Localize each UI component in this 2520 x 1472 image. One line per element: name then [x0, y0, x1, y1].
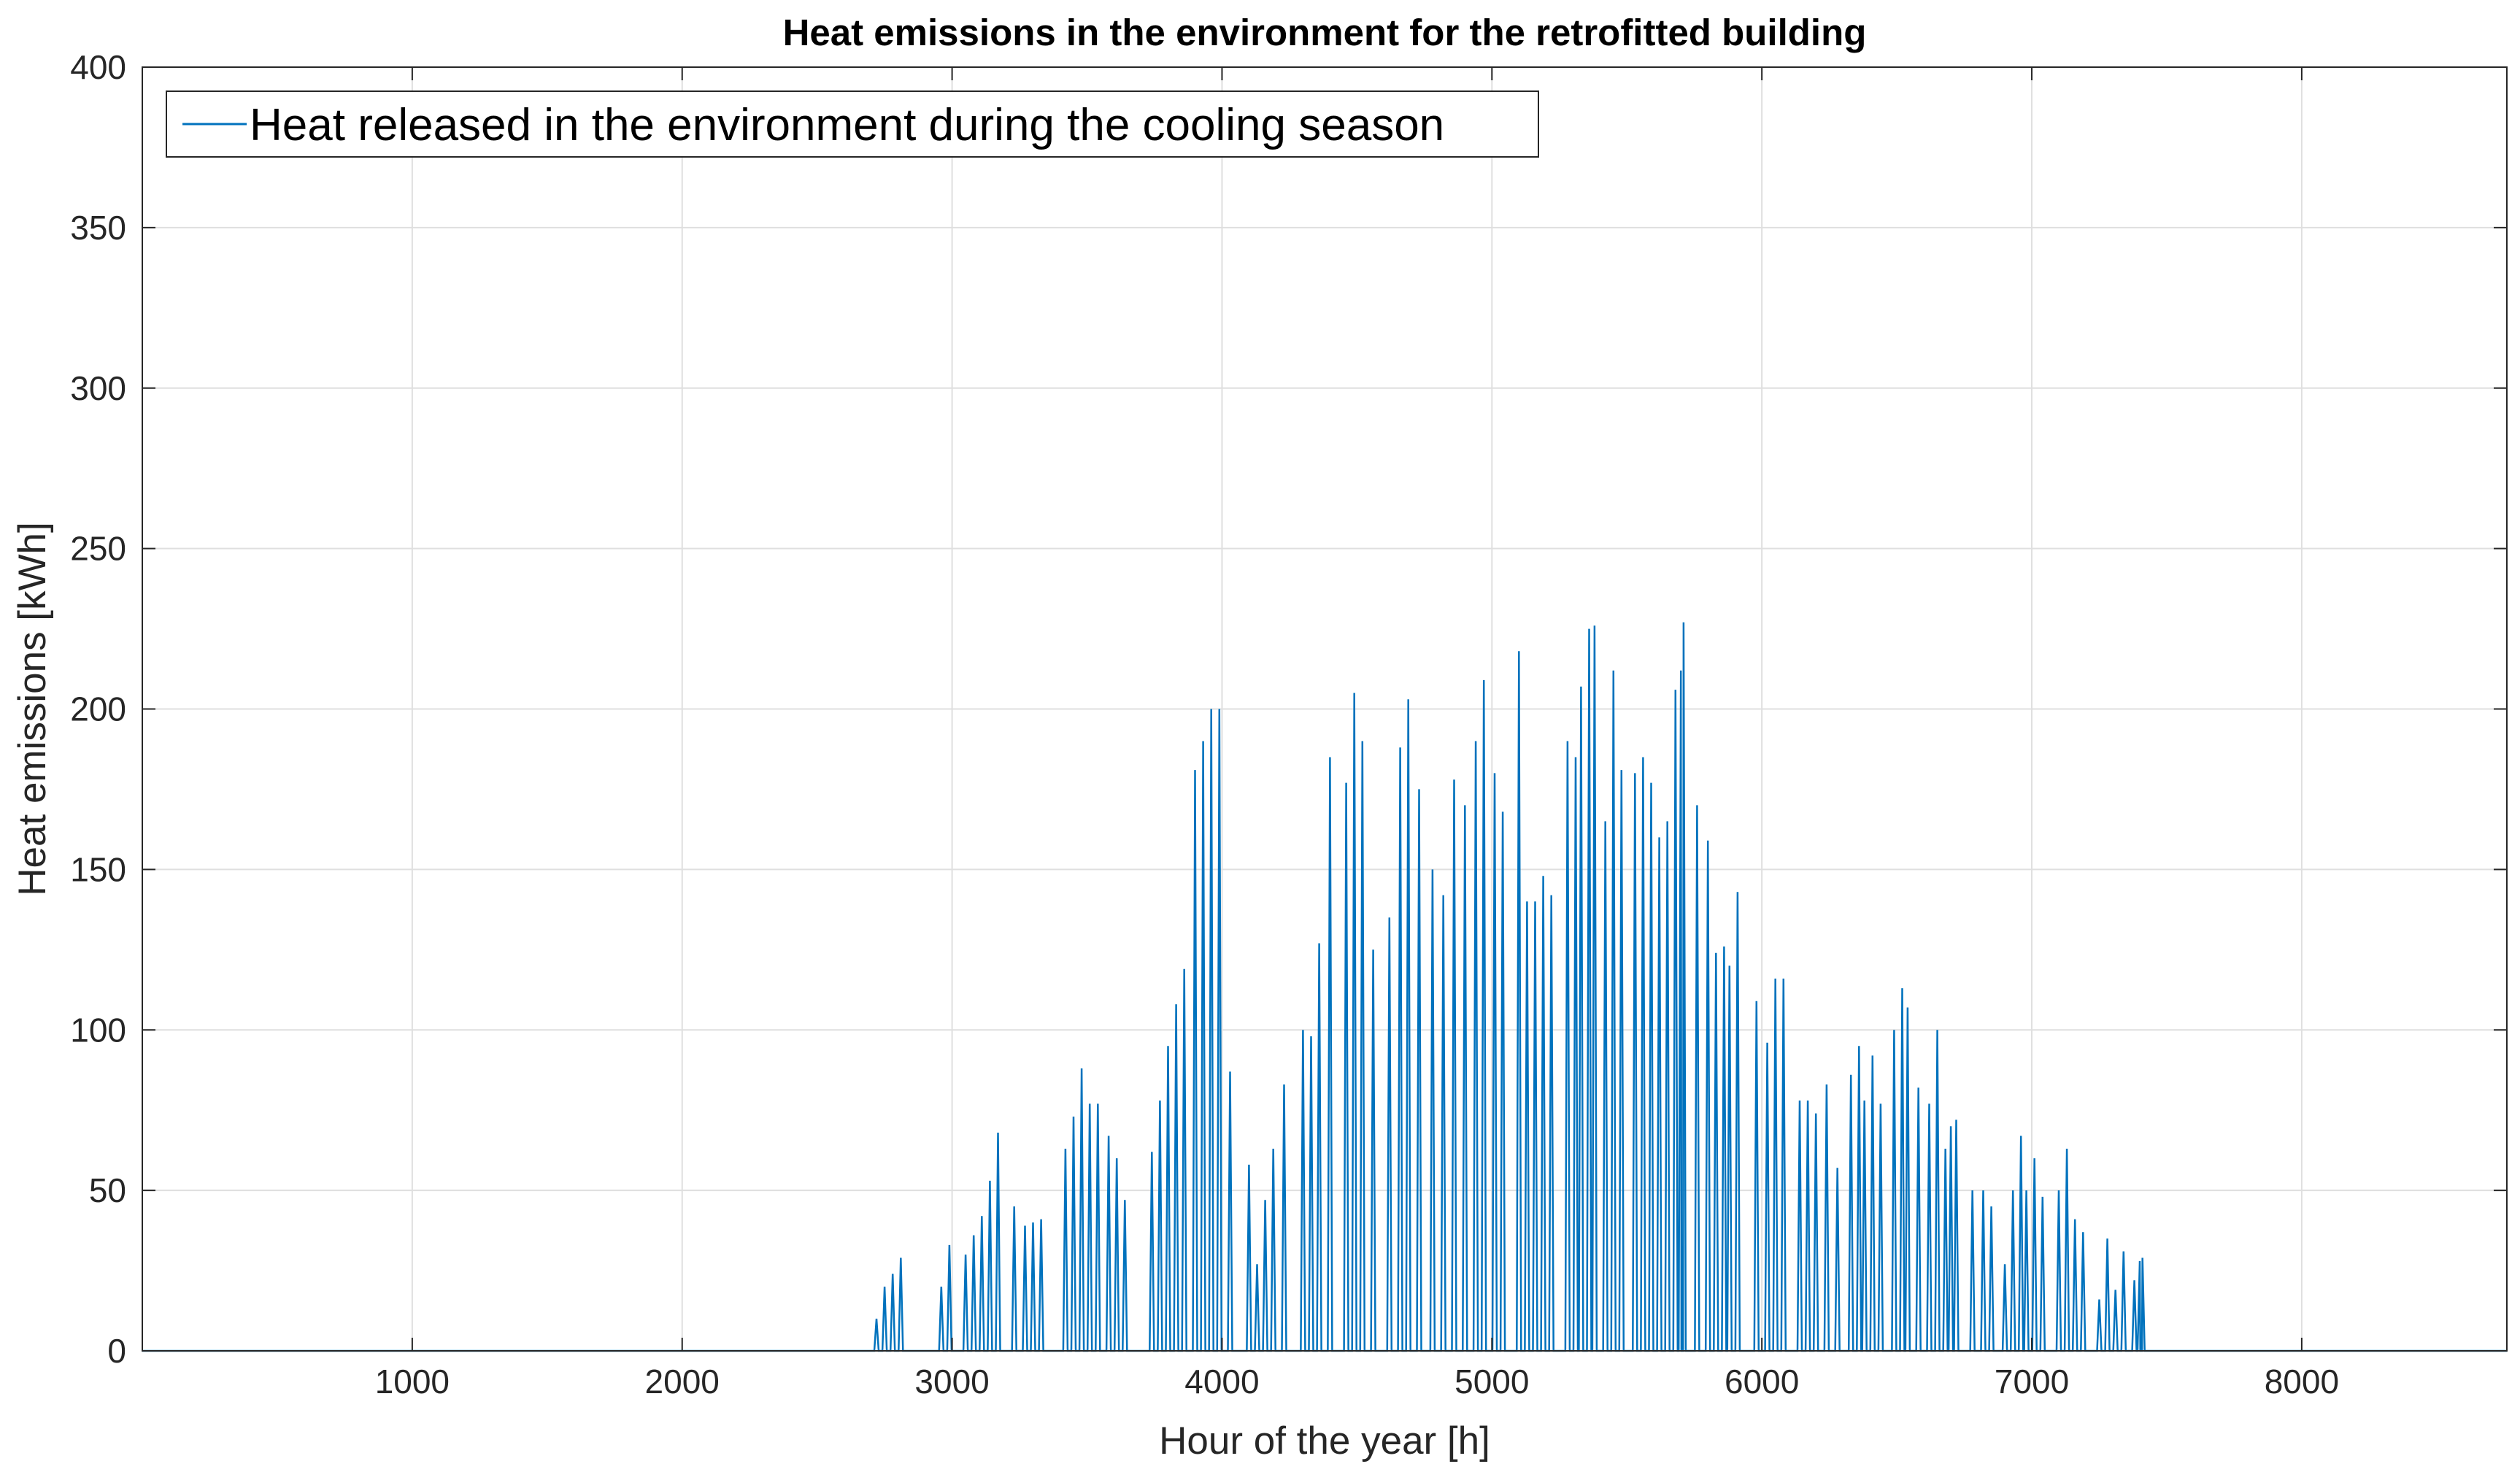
- x-tick-label: 7000: [1995, 1363, 2069, 1400]
- x-axis-label: Hour of the year [h]: [1159, 1419, 1490, 1463]
- x-tick-label: 4000: [1184, 1363, 1259, 1400]
- y-tick-label: 250: [70, 530, 126, 568]
- chart-title: Heat emissions in the environment for th…: [783, 12, 1867, 53]
- legend-box: [166, 90, 1539, 158]
- y-tick-label: 400: [70, 48, 126, 86]
- y-tick-label: 300: [70, 369, 126, 407]
- x-tick-label: 1000: [375, 1363, 450, 1400]
- y-tick-label: 150: [70, 850, 126, 888]
- legend-entry: Heat released in the environment during …: [250, 100, 1444, 150]
- x-tick-label: 6000: [1725, 1363, 1799, 1400]
- y-tick-label: 0: [107, 1332, 126, 1370]
- legend: Heat released in the environment during …: [166, 90, 1539, 158]
- x-tick-label: 5000: [1454, 1363, 1529, 1400]
- y-tick-label: 100: [70, 1011, 126, 1049]
- grid: [142, 67, 2507, 1351]
- y-tick-label: 350: [70, 209, 126, 247]
- ticks: 1000 2000 3000 4000 5000 6000 7000 8000 0 50 100 15…: [70, 48, 2507, 1400]
- y-tick-label: 50: [89, 1171, 126, 1209]
- x-tick-label: 3000: [914, 1363, 989, 1400]
- y-tick-label: 200: [70, 690, 126, 728]
- x-tick-label: 2000: [645, 1363, 720, 1400]
- x-tick-label: 8000: [2265, 1363, 2339, 1400]
- y-axis-label: Heat emissions [kWh]: [11, 522, 54, 895]
